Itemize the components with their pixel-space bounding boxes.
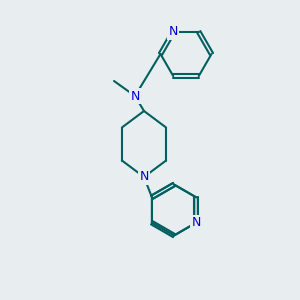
Text: N: N: [139, 170, 149, 184]
Text: N: N: [169, 26, 178, 38]
Text: N: N: [191, 216, 201, 229]
Text: N: N: [130, 89, 140, 103]
